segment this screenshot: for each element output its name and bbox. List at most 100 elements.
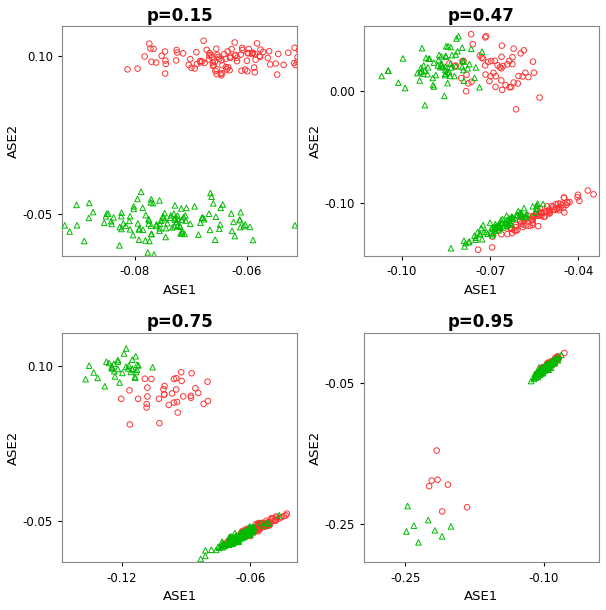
- Point: [493, 60, 502, 70]
- Point: [108, 212, 118, 222]
- Point: [121, 362, 131, 371]
- Point: [171, 384, 181, 394]
- Point: [502, 210, 511, 220]
- Point: [118, 218, 128, 228]
- Point: [526, 376, 536, 386]
- Point: [138, 203, 147, 213]
- Point: [231, 531, 241, 541]
- Point: [311, 61, 321, 71]
- Point: [146, 229, 156, 239]
- Point: [228, 539, 238, 548]
- Point: [171, 373, 181, 383]
- Point: [464, 79, 473, 88]
- Point: [543, 363, 553, 373]
- Point: [242, 525, 251, 535]
- Point: [264, 521, 274, 531]
- Point: [535, 367, 545, 376]
- Point: [538, 364, 547, 373]
- Point: [212, 65, 222, 74]
- Point: [481, 31, 491, 41]
- Point: [543, 360, 553, 370]
- Point: [299, 59, 309, 68]
- Point: [161, 56, 170, 65]
- Point: [545, 359, 554, 369]
- Point: [244, 48, 253, 58]
- Point: [507, 212, 517, 222]
- Point: [265, 60, 275, 70]
- Point: [247, 523, 257, 533]
- Point: [519, 214, 529, 223]
- Point: [441, 69, 450, 79]
- Point: [215, 220, 225, 229]
- Point: [236, 66, 246, 76]
- Point: [124, 361, 134, 370]
- Point: [125, 420, 135, 429]
- Point: [241, 525, 250, 535]
- Point: [236, 207, 245, 217]
- Point: [210, 66, 220, 76]
- Point: [276, 512, 286, 522]
- Point: [230, 528, 240, 538]
- Point: [521, 221, 531, 231]
- Point: [197, 57, 207, 66]
- Point: [248, 526, 258, 536]
- Point: [534, 367, 544, 376]
- Point: [531, 370, 541, 379]
- Point: [539, 364, 548, 373]
- Point: [142, 392, 152, 401]
- Point: [519, 46, 528, 56]
- Point: [423, 62, 433, 72]
- Point: [244, 528, 254, 537]
- Point: [513, 206, 523, 216]
- Point: [459, 235, 469, 245]
- Point: [462, 503, 472, 512]
- Point: [487, 223, 496, 233]
- Point: [536, 207, 546, 217]
- Point: [545, 359, 554, 368]
- Point: [544, 360, 554, 370]
- Point: [521, 214, 530, 223]
- Point: [229, 534, 239, 544]
- Point: [538, 365, 547, 375]
- Point: [202, 45, 211, 55]
- Point: [226, 533, 236, 542]
- Point: [490, 56, 500, 66]
- Point: [247, 526, 257, 536]
- Point: [251, 526, 261, 536]
- Point: [263, 520, 273, 529]
- Point: [544, 360, 553, 370]
- Point: [518, 71, 527, 81]
- Point: [491, 82, 501, 92]
- Point: [535, 370, 545, 379]
- Point: [549, 356, 559, 366]
- Point: [534, 366, 544, 376]
- Point: [547, 359, 556, 369]
- Point: [541, 365, 550, 375]
- Point: [544, 359, 554, 369]
- Point: [501, 81, 510, 90]
- Point: [219, 49, 229, 59]
- Point: [393, 77, 403, 87]
- Point: [488, 228, 498, 238]
- Point: [543, 364, 553, 373]
- Point: [196, 218, 205, 228]
- Point: [201, 545, 210, 555]
- Point: [550, 358, 560, 368]
- Point: [249, 522, 259, 531]
- Point: [147, 374, 156, 384]
- Point: [539, 362, 549, 372]
- Point: [525, 221, 534, 231]
- Point: [301, 56, 311, 65]
- Point: [215, 543, 224, 553]
- Point: [539, 364, 549, 373]
- Point: [516, 219, 526, 229]
- Point: [508, 214, 518, 223]
- Point: [241, 529, 251, 539]
- Point: [541, 364, 551, 374]
- Point: [267, 514, 276, 523]
- Point: [534, 362, 544, 372]
- Point: [246, 526, 256, 536]
- Point: [433, 475, 442, 484]
- Point: [537, 366, 547, 376]
- Point: [255, 519, 264, 529]
